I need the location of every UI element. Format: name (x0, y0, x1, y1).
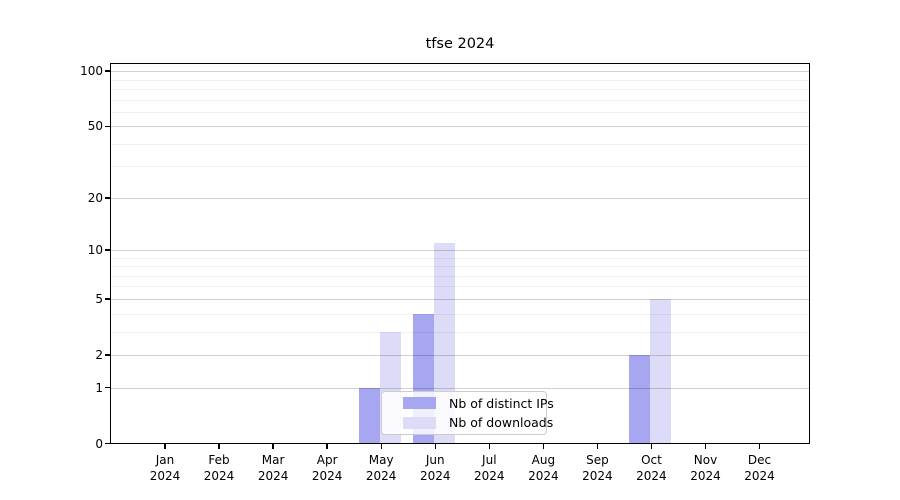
x-tick-year-feb: 2024 (203, 469, 235, 483)
x-tick-year-oct: 2024 (636, 469, 667, 483)
y-tick-label-2: 2 (95, 347, 103, 362)
x-tick-year-mar: 2024 (257, 469, 289, 483)
x-tick-feb (218, 444, 220, 449)
chart-title: tfse 2024 (425, 36, 495, 52)
x-tick-label-jul: Jul 2024 (454, 452, 524, 484)
legend-swatch-downloads (403, 416, 436, 429)
legend-label-distinct-ips: Nb of distinct IPs (449, 395, 554, 411)
gridline-minor-80 (110, 88, 810, 90)
legend-item-distinct-ips: Nb of distinct IPs (382, 394, 554, 412)
gridline-major-50 (110, 126, 810, 128)
bar-downloads-oct (650, 298, 672, 444)
x-tick-year-aug: 2024 (528, 469, 559, 483)
y-tick-20 (105, 197, 110, 199)
y-tick-label-1: 1 (95, 380, 103, 395)
x-tick-nov (704, 444, 707, 449)
x-tick-may (380, 444, 382, 449)
gridline-major-100 (110, 71, 810, 73)
y-tick-label-100: 100 (80, 64, 103, 79)
bar-distinct-ips-may (359, 387, 381, 444)
gridline-major-5 (110, 298, 810, 300)
x-tick-label-apr: Apr 2024 (292, 452, 362, 484)
y-tick-5 (105, 298, 110, 300)
gridline-minor-8 (110, 266, 810, 268)
x-tick-oct (650, 444, 653, 449)
x-tick-label-aug: Aug 2024 (508, 452, 578, 484)
x-tick-year-sep: 2024 (582, 469, 613, 483)
x-tick-year-apr: 2024 (311, 469, 343, 483)
x-tick-sep (596, 444, 599, 449)
x-tick-jan (164, 444, 166, 449)
x-tick-label-sep: Sep 2024 (562, 452, 632, 484)
x-tick-jun (434, 444, 436, 449)
gridline-major-10 (110, 250, 810, 251)
gridline-major-2 (110, 354, 810, 356)
gridline-minor-30 (110, 166, 810, 168)
x-tick-label-jan: Jan 2024 (130, 452, 200, 484)
gridline-minor-4 (110, 313, 810, 315)
x-tick-mar (272, 444, 274, 449)
y-tick-100 (105, 70, 110, 72)
x-tick-label-may: May 2024 (346, 452, 416, 484)
x-tick-label-feb: Feb 2024 (184, 452, 254, 484)
x-tick-dec (758, 444, 761, 449)
x-tick-label-mar: Mar 2024 (238, 452, 308, 484)
x-tick-apr (326, 444, 328, 449)
y-tick-label-0: 0 (95, 436, 103, 451)
gridline-major-1 (110, 387, 810, 389)
x-tick-label-nov: Nov 2024 (671, 452, 741, 484)
y-tick-0 (105, 442, 110, 445)
y-tick-1 (105, 386, 110, 389)
x-tick-year-jun: 2024 (419, 469, 451, 483)
x-tick-label-dec: Dec 2024 (725, 452, 795, 484)
gridline-minor-40 (110, 143, 810, 145)
y-tick-label-20: 20 (87, 190, 103, 205)
y-tick-label-50: 50 (87, 119, 103, 134)
y-tick-50 (105, 125, 110, 127)
x-tick-year-jul: 2024 (474, 469, 505, 483)
gridline-minor-6 (110, 286, 810, 288)
y-tick-10 (105, 249, 110, 251)
bar-distinct-ips-oct (629, 354, 651, 444)
legend-item-downloads: Nb of downloads (382, 414, 553, 432)
y-tick-label-10: 10 (87, 243, 103, 257)
x-tick-jul (488, 444, 490, 449)
legend: Nb of distinct IPs Nb of downloads (381, 391, 554, 435)
gridline-minor-9 (110, 257, 810, 259)
legend-label-downloads: Nb of downloads (449, 415, 554, 431)
x-tick-year-dec: 2024 (744, 469, 775, 483)
x-tick-year-may: 2024 (365, 469, 397, 483)
gridline-major-20 (110, 197, 810, 199)
y-tick-label-5: 5 (95, 291, 103, 306)
x-tick-label-jun: Jun 2024 (400, 452, 470, 484)
y-tick-2 (105, 354, 110, 356)
x-tick-year-nov: 2024 (690, 469, 721, 483)
gridline-minor-70 (110, 99, 810, 101)
legend-swatch-distinct-ips (403, 397, 436, 410)
x-tick-year-jan: 2024 (149, 469, 181, 483)
gridline-minor-60 (110, 111, 810, 113)
gridline-minor-90 (110, 79, 810, 81)
x-tick-label-oct: Oct 2024 (616, 452, 686, 484)
x-tick-aug (542, 444, 545, 449)
gridline-minor-3 (110, 331, 810, 333)
gridline-minor-7 (110, 275, 810, 277)
